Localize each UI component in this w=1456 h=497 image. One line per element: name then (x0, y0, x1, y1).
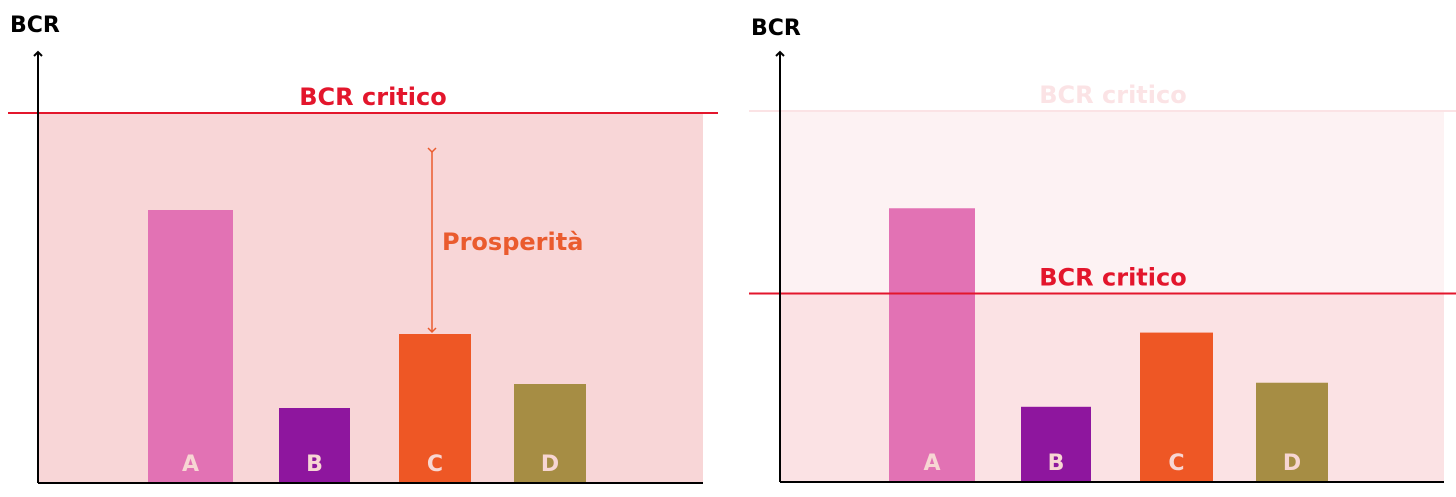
threshold-label: BCR critico (1039, 263, 1186, 291)
bar-label-d: D (1283, 451, 1301, 476)
bar-d (1256, 382, 1328, 482)
prosperity-label: Prosperità (442, 228, 583, 256)
bar-c (1140, 332, 1213, 482)
faded-threshold-label: BCR critico (1039, 81, 1186, 109)
critical-region (780, 293, 1444, 482)
bar-label-b: B (1048, 451, 1065, 476)
chart-panel-right: BCR critico A B C D BCR critico BCR (749, 16, 1456, 483)
bar-a (889, 208, 975, 483)
bar-a (148, 210, 233, 483)
bar-label-c: C (427, 452, 443, 477)
critical-region (38, 113, 703, 483)
bar-d (514, 384, 586, 483)
bar-label-c: C (1168, 451, 1184, 476)
bar-label-a: A (182, 452, 199, 477)
chart-panel-left: A B C D BCR critico Prosperità BCR (8, 13, 718, 484)
bar-b (1021, 406, 1091, 482)
bar-label-b: B (306, 452, 323, 477)
bar-c (399, 334, 471, 483)
bar-b (279, 408, 350, 483)
bar-label-a: A (923, 451, 940, 476)
y-axis-label: BCR (10, 13, 60, 38)
bar-label-d: D (541, 452, 559, 477)
y-axis-label: BCR (751, 16, 801, 41)
threshold-label: BCR critico (299, 83, 446, 111)
